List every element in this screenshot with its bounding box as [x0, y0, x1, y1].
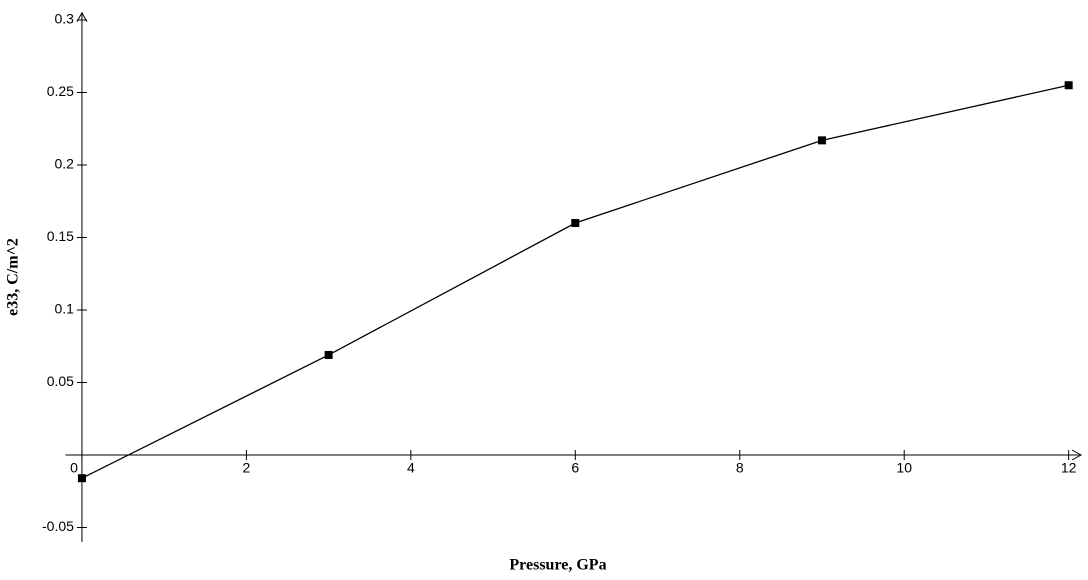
marker	[324, 350, 333, 359]
x-axis-arrow	[1071, 449, 1083, 461]
y-tick-label: 0.2	[54, 156, 74, 172]
marker	[77, 474, 86, 483]
line	[81, 84, 1069, 479]
y-axis-arrow	[76, 11, 88, 22]
marker	[571, 219, 580, 227]
y-tick-label: 0.15	[47, 228, 74, 244]
x-tick-label: 4	[407, 460, 415, 476]
marker	[1064, 81, 1073, 90]
y-tick-label: 0.25	[47, 83, 74, 99]
y-tick-label: -0.05	[42, 518, 74, 534]
x-tick-label: 0	[70, 460, 78, 476]
x-tick-label: 12	[1061, 460, 1077, 476]
x-tick-label: 2	[243, 460, 251, 476]
x-axis-title: Pressure, GPa	[509, 557, 606, 574]
y-tick-label: 0.3	[54, 11, 74, 27]
x-tick-label: 6	[571, 460, 579, 476]
y-tick-label: 0.1	[54, 301, 74, 317]
marker	[817, 136, 826, 145]
x-tick-label: 10	[896, 460, 912, 476]
y-tick-label: 0.05	[47, 373, 74, 389]
x-tick-label: 8	[736, 460, 744, 476]
y-axis-title: e33, C/m^2	[5, 238, 22, 316]
